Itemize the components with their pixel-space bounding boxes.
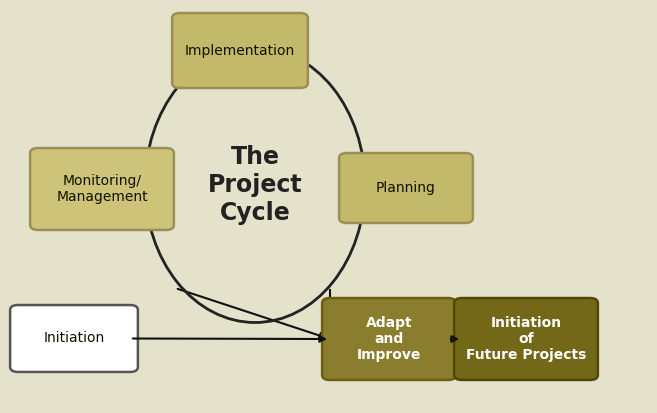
FancyBboxPatch shape [30,148,174,230]
FancyBboxPatch shape [454,298,598,380]
FancyBboxPatch shape [10,305,138,372]
Text: Implementation: Implementation [185,43,295,57]
Text: The
Project
Cycle: The Project Cycle [208,145,302,225]
Text: Initiation: Initiation [43,332,104,346]
FancyBboxPatch shape [322,298,456,380]
Text: Adapt
and
Improve: Adapt and Improve [357,316,421,362]
FancyBboxPatch shape [339,153,473,223]
Text: Planning: Planning [376,181,436,195]
FancyBboxPatch shape [172,13,308,88]
Text: Monitoring/
Management: Monitoring/ Management [57,174,148,204]
Text: Initiation
of
Future Projects: Initiation of Future Projects [466,316,586,362]
